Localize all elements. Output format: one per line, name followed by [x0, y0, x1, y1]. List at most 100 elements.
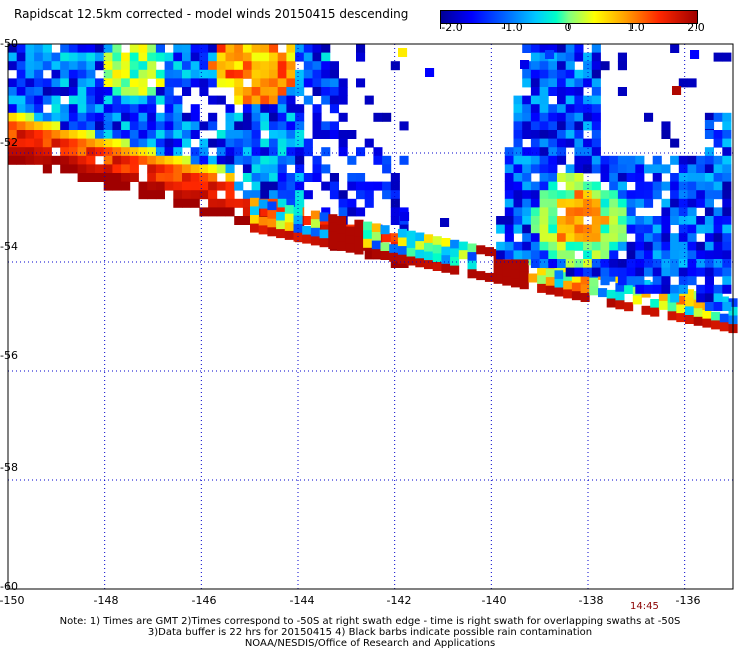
wind-cell [511, 261, 521, 271]
wind-cell [574, 224, 584, 234]
wind-cell [121, 112, 131, 122]
wind-cell [557, 69, 567, 79]
wind-cell [390, 190, 400, 200]
wind-cell [225, 130, 235, 139]
wind-cell [164, 130, 174, 139]
wind-cell [713, 224, 723, 234]
wind-cell [286, 44, 296, 53]
wind-cell [269, 112, 279, 122]
wind-cell [303, 52, 313, 62]
lon-label-150: -150 [0, 594, 25, 607]
wind-cell [687, 198, 697, 208]
wind-cell [68, 155, 78, 165]
wind-cell [432, 244, 442, 254]
wind-cell [86, 112, 96, 122]
wind-cell [644, 181, 654, 191]
wind-cell [8, 130, 18, 139]
wind-cell [173, 52, 183, 62]
wind-cell [269, 190, 279, 200]
wind-cell [513, 241, 523, 251]
wind-cell [225, 121, 235, 131]
wind-cell [441, 238, 451, 247]
wind-cell [208, 173, 218, 182]
wind-cell [600, 164, 610, 174]
lat-label-60: -60 [0, 580, 18, 593]
wind-cell [522, 147, 532, 157]
wind-cell [557, 121, 567, 131]
wind-cell [554, 270, 564, 280]
wind-cell [347, 155, 357, 165]
wind-cell [112, 121, 122, 131]
wind-cell [242, 130, 252, 139]
wind-cell [635, 241, 645, 251]
wind-cell [390, 61, 400, 71]
wind-cell [338, 190, 348, 200]
wind-cell [598, 288, 608, 298]
wind-cell [658, 300, 668, 310]
wind-cell [722, 138, 732, 148]
wind-cell [277, 181, 287, 191]
wind-cell [539, 181, 549, 191]
wind-cell [652, 224, 662, 234]
wind-cell [103, 52, 113, 62]
wind-cell [269, 52, 279, 62]
wind-cell [696, 164, 706, 174]
wind-cell [696, 224, 706, 234]
wind-cell [295, 69, 305, 79]
wind-cell [95, 95, 105, 105]
wind-cell [164, 121, 174, 131]
wind-cell [345, 235, 355, 245]
wind-cell [251, 138, 261, 148]
wind-cell [530, 95, 540, 105]
wind-cell [687, 259, 697, 268]
wind-cell [704, 147, 714, 157]
wind-cell [155, 78, 165, 88]
wind-cell [600, 233, 610, 243]
wind-cell [147, 121, 157, 131]
wind-cell [251, 164, 261, 174]
wind-cell [652, 250, 662, 260]
wind-cell [398, 48, 408, 57]
wind-cell [678, 173, 688, 182]
wind-cell [678, 250, 688, 260]
wind-cell [354, 236, 364, 246]
wind-cell [591, 138, 601, 148]
wind-cell [557, 130, 567, 139]
wind-cell [155, 164, 165, 174]
wind-cell [258, 216, 268, 226]
note-line-2: 3)Data buffer is 22 hrs for 20150415 4) … [147, 627, 593, 638]
wind-cell [267, 227, 277, 237]
wind-cell [164, 61, 174, 71]
wind-cell [635, 198, 645, 208]
wind-cell [51, 78, 61, 88]
wind-cell [68, 138, 78, 148]
wind-cell [678, 259, 688, 268]
wind-cell [277, 104, 287, 114]
wind-cell [513, 147, 523, 157]
wind-cell [539, 112, 549, 122]
wind-cell [678, 284, 688, 294]
wind-cell [338, 112, 348, 122]
wind-cell [530, 190, 540, 200]
wind-cell [77, 52, 87, 62]
wind-cell [661, 241, 671, 251]
wind-cell [441, 255, 451, 265]
wind-cell [626, 241, 636, 251]
wind-cell [138, 138, 148, 148]
wind-cell [513, 173, 523, 182]
wind-cell [16, 112, 26, 122]
wind-cell [173, 164, 183, 174]
wind-cell [591, 147, 601, 157]
wind-cell [504, 147, 514, 157]
wind-cell [563, 272, 573, 282]
wind-cell [406, 247, 416, 257]
wind-cell [722, 155, 732, 165]
wind-cell [652, 181, 662, 191]
wind-cell [504, 181, 514, 191]
wind-cell [250, 215, 260, 224]
wind-cell [286, 61, 296, 71]
wind-cell [138, 61, 148, 71]
wind-cell [574, 121, 584, 131]
wind-cell [513, 121, 523, 131]
wind-cell [68, 121, 78, 131]
